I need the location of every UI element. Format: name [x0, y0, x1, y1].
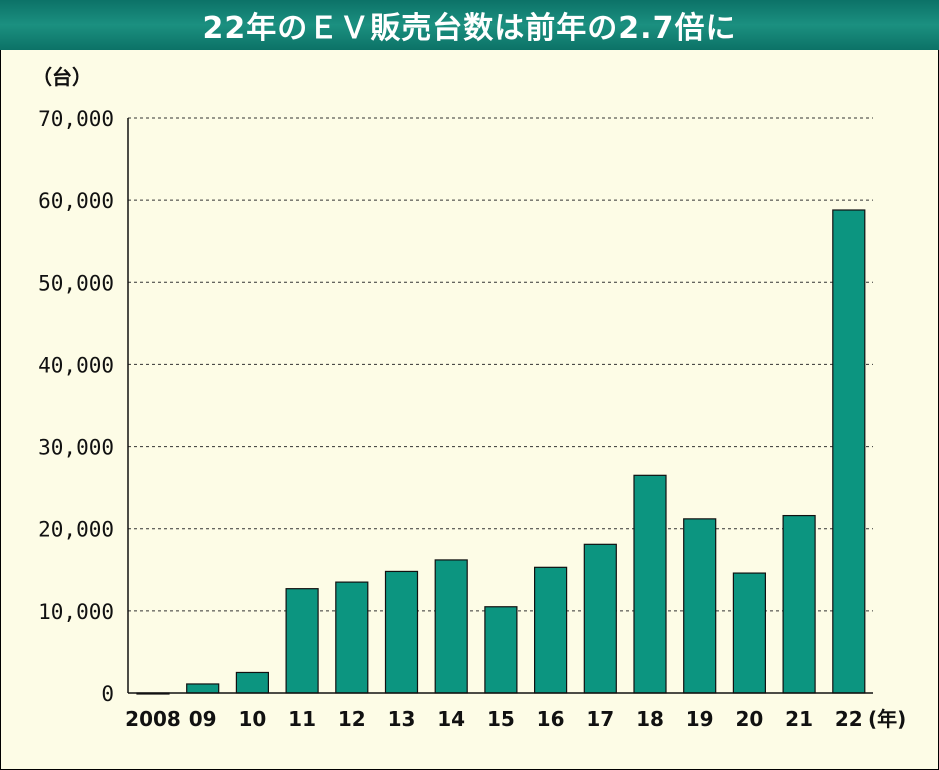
bar-20: [732, 572, 767, 694]
y-tick-label: 70,000: [38, 107, 114, 131]
bar-09: [186, 683, 220, 694]
bar-10: [235, 671, 269, 694]
y-tick-label: 40,000: [38, 353, 114, 377]
x-axis-unit: (年): [868, 707, 906, 731]
bar-13: [384, 570, 419, 694]
x-tick-label: 19: [686, 707, 714, 731]
x-tick-label: 20: [735, 707, 763, 731]
y-tick-label: 30,000: [38, 436, 114, 460]
x-tick-label: 09: [189, 707, 217, 731]
bar-12: [335, 581, 369, 694]
bar-11: [285, 588, 319, 694]
x-tick-label: 18: [636, 707, 664, 731]
bar-21: [782, 514, 816, 694]
bar-16: [533, 566, 568, 694]
y-tick-label: 10,000: [38, 600, 114, 624]
bar-18: [633, 474, 667, 694]
x-tick-label: 2008: [125, 707, 181, 731]
gridlines: [128, 117, 873, 612]
chart-title: 22年のＥＶ販売台数は前年の2.7倍に: [0, 0, 939, 50]
y-axis-unit: （台）: [32, 65, 92, 89]
y-tick-label: 20,000: [38, 518, 114, 542]
bar-19: [683, 518, 717, 694]
bar-17: [583, 543, 617, 694]
bars: [136, 209, 866, 695]
x-tick-label: 13: [388, 707, 416, 731]
x-tick-label: 10: [238, 707, 266, 731]
y-tick-labels: 0 10,000 20,000 30,000 40,000 50,000 60,000 70,…: [38, 107, 114, 706]
y-tick-label: 60,000: [38, 189, 114, 213]
x-tick-label: 15: [487, 707, 515, 731]
bar-14: [434, 559, 468, 694]
y-tick-label: 0: [101, 682, 114, 706]
x-tick-label: 11: [288, 707, 316, 731]
x-tick-label: 21: [785, 707, 813, 731]
x-tick-label: 14: [437, 707, 465, 731]
x-tick-label: 12: [338, 707, 366, 731]
x-tick-label: 17: [586, 707, 614, 731]
x-tick-label: 16: [537, 707, 565, 731]
y-tick-label: 50,000: [38, 271, 114, 295]
x-tick-labels: 2008 09 10 11 12 13 14 15 16 17 18 19 20 21 22: [125, 707, 863, 731]
bar-22: [832, 209, 866, 694]
bar-15: [484, 606, 518, 694]
x-tick-label: 22: [835, 707, 863, 731]
